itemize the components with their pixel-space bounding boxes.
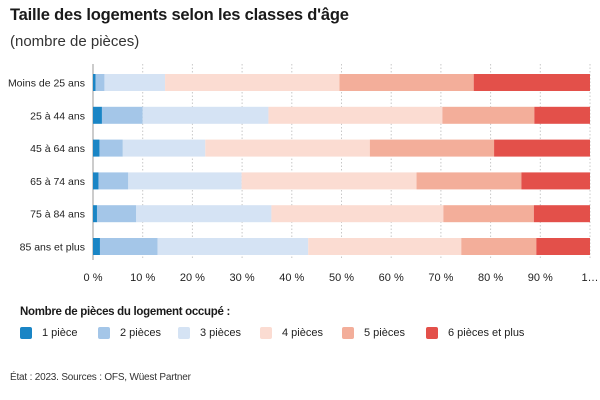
x-tick-label: 60 % xyxy=(379,272,404,284)
bar-segment xyxy=(157,238,309,255)
bar-segment xyxy=(494,139,590,157)
bar-segment xyxy=(534,106,590,124)
bar-segment xyxy=(369,139,495,157)
legend-item: 2 pièces xyxy=(98,327,161,339)
stacked-bar-chart: 0 % 10 % 20 % 30 % 40 % 50 % 60 % 70 % 80 % 90 % 1… xyxy=(8,64,599,284)
bar-segment xyxy=(93,74,96,91)
bar-segment xyxy=(461,238,537,255)
category-label: 25 à 44 ans xyxy=(30,110,85,122)
bar-segment xyxy=(416,172,522,190)
category-label: Moins de 25 ans xyxy=(8,78,85,90)
bar-segment xyxy=(96,205,137,223)
bar-segment xyxy=(122,139,206,157)
bar-segment xyxy=(93,205,97,223)
bar-segment xyxy=(165,74,340,91)
x-tick-label: 90 % xyxy=(528,272,553,284)
bar-segment xyxy=(142,106,269,124)
x-tick-label: 20 % xyxy=(180,272,205,284)
bar-segment xyxy=(536,238,590,255)
legend-item: 6 pièces et plus xyxy=(426,327,524,339)
legend-item: 3 pièces xyxy=(178,327,241,339)
x-tick-label: 30 % xyxy=(230,272,255,284)
chart-subtitle: (nombre de pièces) xyxy=(10,33,140,50)
bar-segment xyxy=(533,205,590,223)
bar-segment xyxy=(95,74,105,91)
legend-label: 1 pièce xyxy=(42,327,78,339)
source-note: État : 2023. Sources : OFS, Wüest Partne… xyxy=(10,372,191,383)
legend-label: 2 pièces xyxy=(120,327,161,339)
bar-segment xyxy=(339,74,474,91)
bar-segment xyxy=(93,238,100,255)
legend-swatch xyxy=(98,327,110,339)
bar-segment xyxy=(101,106,143,124)
x-tick-label: 80 % xyxy=(478,272,503,284)
legend: 1 pièce 2 pièces 3 pièces 4 pièces 5 pièces 6… xyxy=(20,327,590,343)
legend-item: 4 pièces xyxy=(260,327,323,339)
bar-segment xyxy=(99,238,158,255)
legend-swatch xyxy=(426,327,438,339)
category-label: 85 ans et plus xyxy=(20,242,85,254)
legend-label: 5 pièces xyxy=(364,327,405,339)
x-tick-label: 40 % xyxy=(279,272,304,284)
x-tick-label: 0 % xyxy=(84,272,103,284)
bar-segment xyxy=(443,205,534,223)
bar-segment xyxy=(473,74,590,91)
bar-segment xyxy=(93,139,100,157)
category-label: 65 à 74 ans xyxy=(30,176,85,188)
legend-item: 1 pièce xyxy=(20,327,77,339)
bar-segment xyxy=(442,106,535,124)
bar-segment xyxy=(93,172,99,190)
bar-segment xyxy=(99,139,123,157)
legend-swatch xyxy=(342,327,354,339)
legend-swatch xyxy=(260,327,272,339)
category-label: 75 à 84 ans xyxy=(30,209,85,221)
category-label: 45 à 64 ans xyxy=(30,143,85,155)
legend-swatch xyxy=(20,327,32,339)
legend-title: Nombre de pièces du logement occupé : xyxy=(20,306,231,318)
bar-segment xyxy=(136,205,272,223)
chart-title: Taille des logements selon les classes d… xyxy=(10,6,349,24)
bar-segment xyxy=(521,172,590,190)
legend-swatch xyxy=(178,327,190,339)
bar-segment xyxy=(98,172,129,190)
x-tick-label: 1… xyxy=(581,272,598,284)
legend-label: 6 pièces et plus xyxy=(448,327,525,339)
legend-label: 4 pièces xyxy=(282,327,323,339)
x-tick-label: 50 % xyxy=(329,272,354,284)
bar-segment xyxy=(271,205,444,223)
legend-label: 3 pièces xyxy=(200,327,241,339)
bar-segment xyxy=(268,106,443,124)
legend-item: 5 pièces xyxy=(342,327,405,339)
bar-segment xyxy=(93,106,102,124)
x-tick-label: 10 % xyxy=(130,272,155,284)
bar-segment xyxy=(308,238,462,255)
bar-segment xyxy=(104,74,166,91)
bar-segment xyxy=(205,139,370,157)
bar-segment xyxy=(128,172,242,190)
x-tick-label: 70 % xyxy=(428,272,453,284)
bar-segment xyxy=(241,172,417,190)
